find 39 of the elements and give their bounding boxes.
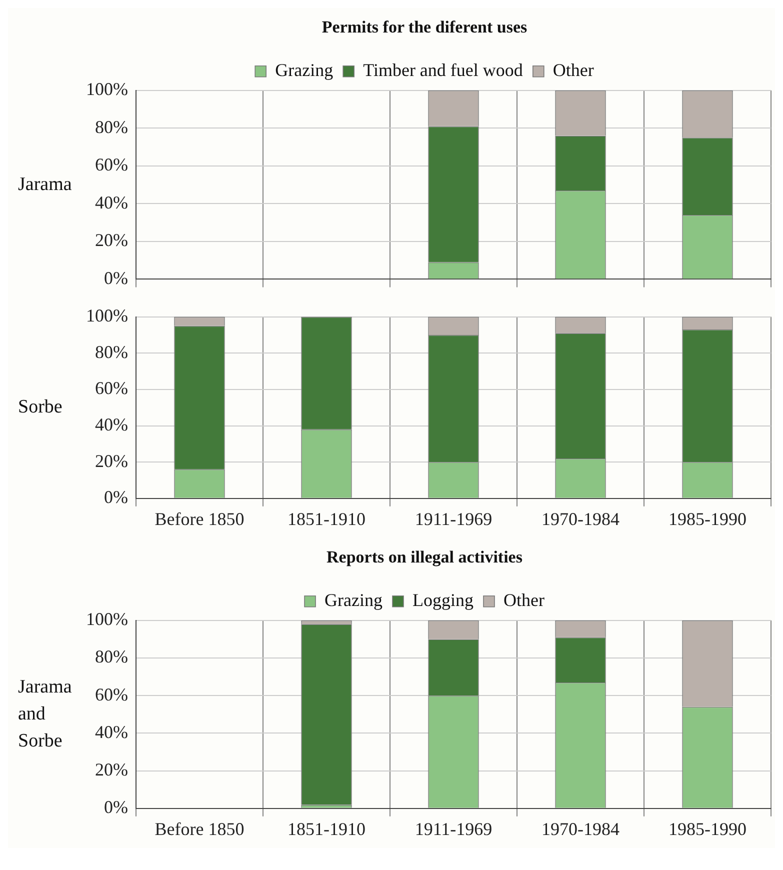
legend-label: Grazing: [275, 60, 334, 80]
legend-label: Logging: [412, 590, 474, 610]
x-tick-label: 1985-1990: [668, 818, 746, 839]
y-tick-label: 40%: [94, 192, 128, 212]
x-tick-label: Before 1850: [154, 508, 244, 529]
y-tick-label: 80%: [94, 116, 128, 137]
y-axis-title: Sorbe: [18, 396, 62, 418]
chart-title: Reports on illegal activities: [326, 548, 523, 567]
y-tick-label: 60%: [94, 154, 128, 175]
x-tick-label: 1985-1990: [668, 508, 746, 529]
x-tick-label: Before 1850: [154, 818, 244, 839]
chart-title: Permits for the diferent uses: [322, 18, 528, 37]
y-tick-label: 100%: [86, 306, 128, 326]
legend-label: Other: [503, 590, 544, 610]
y-tick-label: 80%: [94, 646, 128, 667]
y-tick-label: 60%: [94, 378, 128, 398]
y-tick-label: 0%: [104, 797, 128, 818]
y-axis-title: Jarama: [18, 174, 72, 195]
y-tick-label: 0%: [104, 487, 128, 508]
y-tick-label: 0%: [104, 268, 128, 288]
x-tick-label: 1970-1984: [542, 508, 620, 529]
legend-label: Timber and fuel wood: [363, 60, 523, 80]
y-tick-label: 100%: [86, 79, 128, 100]
x-tick-label: 1911-1969: [414, 508, 492, 529]
y-tick-label: 20%: [94, 230, 128, 250]
x-tick-label: 1911-1969: [414, 818, 492, 839]
y-tick-label: 40%: [94, 414, 128, 434]
y-tick-label: 40%: [94, 722, 128, 742]
y-tick-label: 20%: [94, 760, 128, 780]
y-tick-label: 100%: [86, 609, 128, 630]
x-tick-label: 1970-1984: [542, 818, 620, 839]
y-axis-title: Jarama and Sorbe: [18, 676, 72, 752]
legend-label: Other: [552, 60, 594, 80]
x-tick-label: 1851-1910: [287, 818, 366, 839]
y-tick-label: 20%: [94, 450, 128, 471]
y-tick-label: 60%: [94, 684, 128, 704]
x-tick-label: 1851-1910: [287, 508, 366, 529]
y-tick-label: 80%: [94, 342, 128, 362]
legend-label: Grazing: [324, 590, 383, 610]
